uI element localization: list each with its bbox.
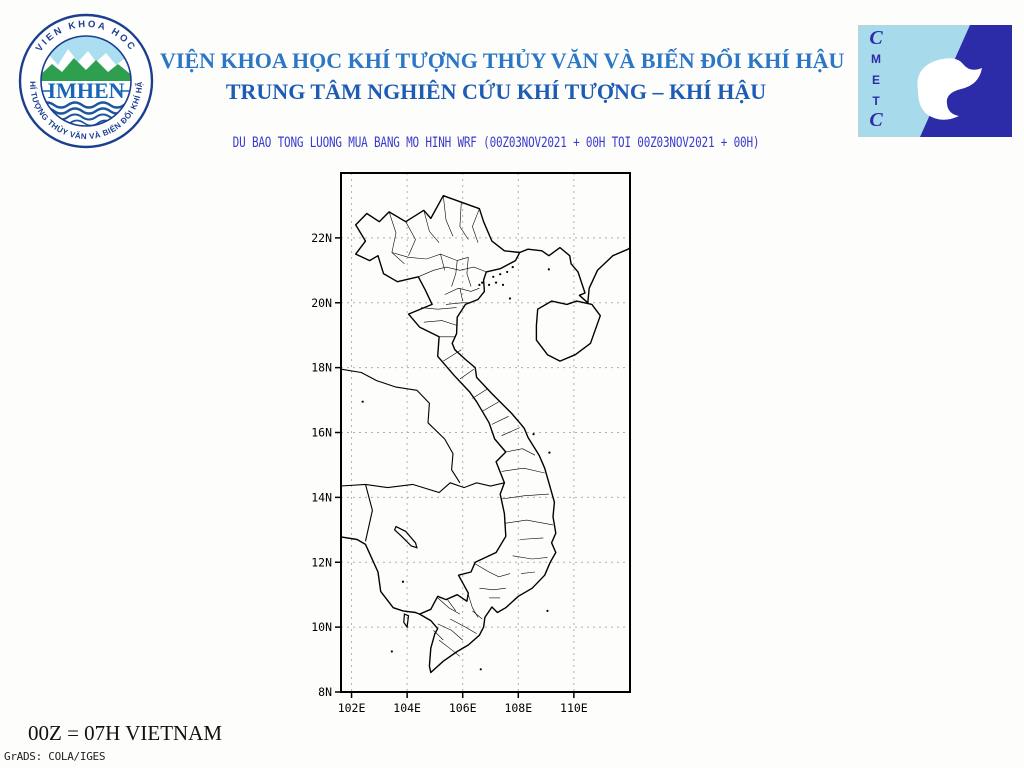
province-boundary [472, 388, 488, 399]
cmetc-letter-c1: C [869, 27, 883, 49]
lon-tick-label: 104E [393, 701, 421, 715]
province-boundary [447, 599, 457, 612]
lat-tick-label: 20N [311, 296, 332, 310]
center-title: TRUNG TÂM NGHIÊN CỨU KHÍ TƯỢNG – KHÍ HẬU [225, 79, 767, 104]
small-island-dot [511, 265, 514, 269]
vietnam-outline [355, 195, 557, 674]
grads-credit: GrADS: COLA/IGES [4, 750, 106, 763]
cmetc-letter-t: T [872, 94, 880, 108]
small-island-dot [479, 668, 482, 671]
province-boundary [418, 266, 487, 278]
header-block: VIỆN KHOA HỌC KHÍ TƯỢNG THỦY VĂN VÀ BIẾN… [160, 48, 845, 105]
cmetc-letter-m: M [871, 52, 881, 66]
province-boundary [391, 252, 469, 261]
province-boundary [501, 427, 520, 436]
small-island-dot [547, 268, 550, 271]
lon-tick-label: 106E [449, 701, 477, 715]
imhen-white-peaks [41, 49, 131, 77]
small-island-dot [488, 283, 491, 287]
province-boundary [459, 368, 474, 380]
lat-tick-label: 22N [311, 231, 332, 245]
lon-tick-label: 110E [560, 701, 588, 715]
lat-tick-label: 10N [311, 620, 332, 634]
province-boundary [405, 221, 416, 256]
lat-tick-label: 16N [311, 426, 332, 440]
province-boundary [437, 623, 463, 641]
small-island-dot [501, 283, 505, 287]
imhen-green-mountains [41, 58, 131, 81]
province-boundary [519, 537, 544, 540]
thailand-cambodia-border [364, 484, 373, 542]
lon-tick-label: 102E [338, 701, 366, 715]
province-boundary [505, 448, 536, 456]
small-island-dot [494, 281, 498, 284]
province-boundary [459, 202, 469, 240]
province-boundary [420, 307, 457, 310]
timezone-note: 00Z = 07H VIETNAM [28, 721, 223, 745]
small-island-dot [492, 275, 495, 278]
province-boundary [521, 571, 536, 574]
province-boundary [475, 563, 511, 578]
cmetc-s-shape [917, 58, 982, 120]
province-boundary [501, 467, 545, 474]
province-boundary [423, 210, 440, 243]
cmetc-letter-e: E [871, 73, 880, 87]
province-boundary [472, 208, 480, 243]
small-island-dot [401, 580, 405, 583]
institute-title: VIỆN KHOA HỌC KHÍ TƯỢNG THỦY VĂN VÀ BIẾN… [160, 48, 845, 73]
small-island-dot [481, 281, 484, 284]
province-boundary [466, 257, 472, 287]
lon-tick-label: 108E [504, 701, 532, 715]
small-island-dot [548, 451, 551, 454]
small-island-dot [361, 400, 364, 403]
china-coast [519, 246, 631, 304]
province-boundary [450, 618, 477, 634]
province-boundary [491, 416, 509, 425]
cmetc-logo: C M E T C [857, 24, 1013, 138]
lat-tick-label: 14N [311, 490, 332, 504]
cmetc-letter-c2: C [869, 109, 883, 131]
lat-tick-label: 8N [318, 685, 332, 699]
province-boundary [512, 555, 548, 560]
province-boundary [443, 349, 462, 362]
province-boundary [479, 587, 506, 591]
province-boundary [437, 597, 461, 615]
imhen-logo-svg: IMHEN VIEN KHOA HOC KHÍ TƯỢNG THỦY VĂN V… [13, 4, 154, 149]
province-boundary [451, 260, 458, 287]
small-island-dot [390, 650, 393, 653]
province-boundary [459, 288, 463, 302]
hainan-island [535, 300, 601, 362]
small-island-dot [506, 270, 509, 274]
province-boundary [504, 519, 554, 526]
cambodia-laos-border [340, 482, 505, 494]
forecast-map: 22N 20N 18N 16N 14N 12N 10N 8N 102E 104E 106E 108E 1… [295, 160, 645, 720]
province-boundary [443, 195, 454, 237]
tonle-sap-lake [393, 525, 418, 549]
province-boundary [438, 639, 461, 657]
imhen-logo: IMHEN VIEN KHOA HOC KHÍ TƯỢNG THỦY VĂN V… [13, 4, 156, 151]
small-island-dot [478, 283, 481, 287]
map-svg: 22N 20N 18N 16N 14N 12N 10N 8N 102E 104E 106E 108E 1… [311, 172, 631, 715]
province-boundary [501, 493, 549, 500]
province-boundary [444, 287, 480, 295]
province-boundary [423, 320, 458, 326]
phu-quoc-island [403, 613, 410, 629]
lat-tick-label: 12N [311, 555, 332, 569]
small-island-dot [532, 433, 535, 436]
gulf-of-thailand-coast [340, 536, 420, 615]
imhen-inner-ring [40, 35, 132, 127]
province-boundary [388, 211, 405, 265]
forecast-subtitle: DU BAO TONG LUONG MUA BANG MO HINH WRF (… [232, 134, 760, 151]
imhen-acronym: IMHEN [48, 78, 125, 103]
province-boundary [482, 401, 499, 412]
province-boundary [440, 254, 445, 271]
small-island-dot [508, 297, 512, 300]
lat-tick-label: 18N [311, 361, 332, 375]
small-island-dot [546, 609, 549, 613]
cmetc-logo-svg [857, 24, 1013, 138]
imhen-band [41, 81, 131, 101]
mekong-border-line [340, 368, 461, 484]
small-island-dot [499, 273, 502, 276]
province-boundary [472, 610, 483, 620]
